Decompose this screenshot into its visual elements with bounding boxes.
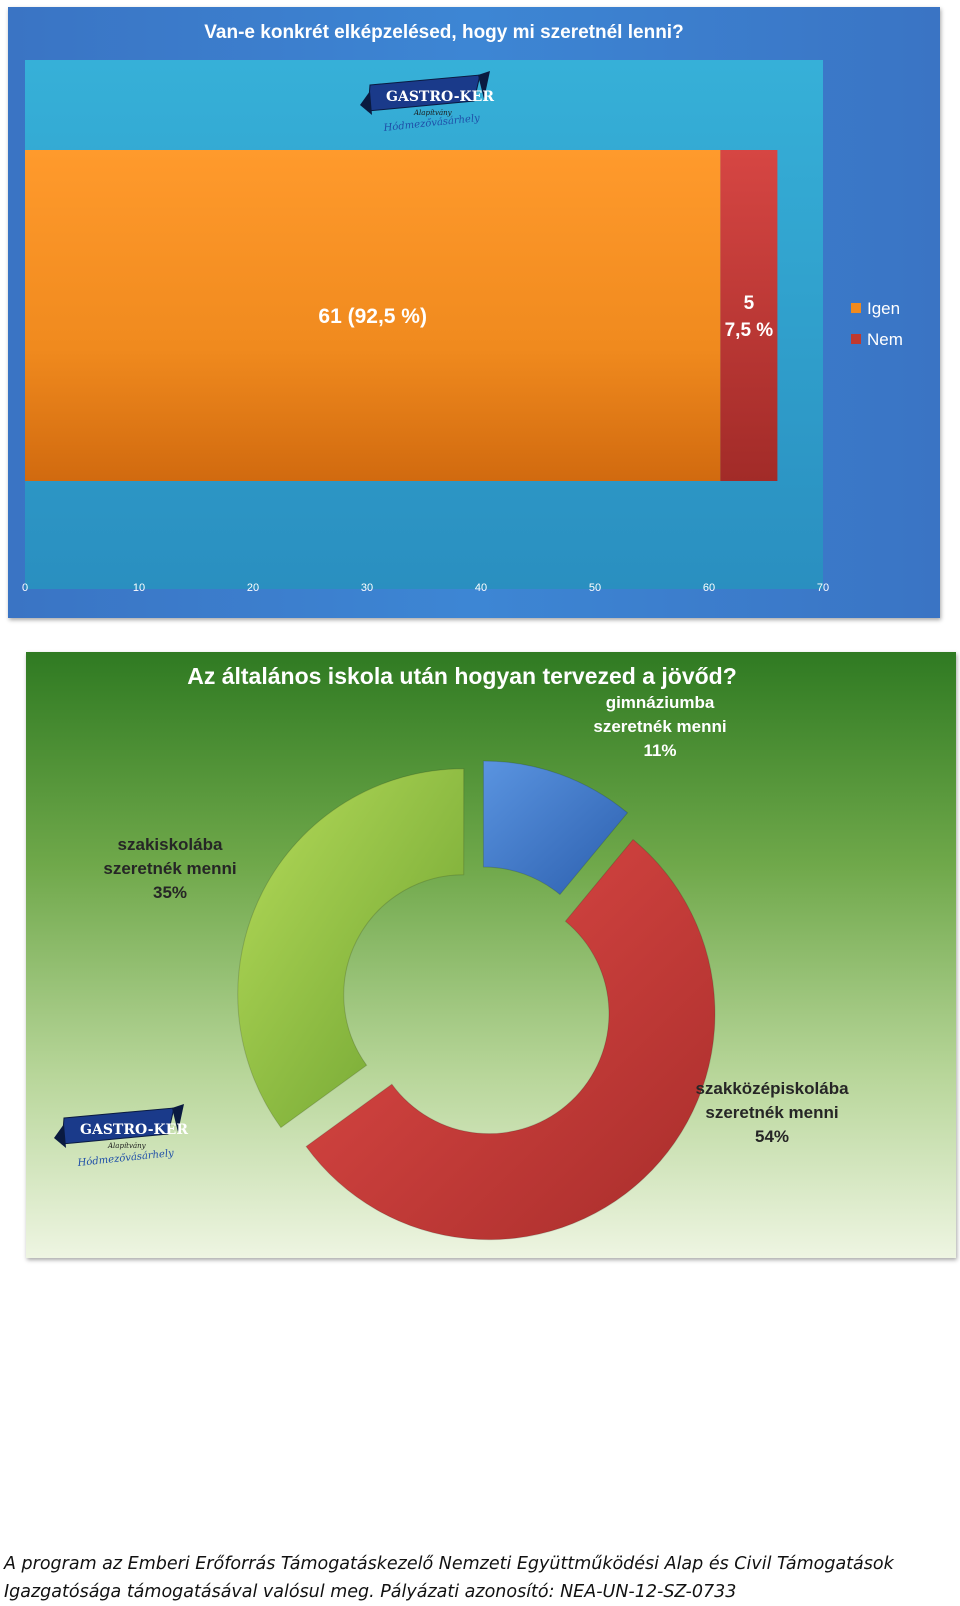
legend-swatch-igen — [851, 303, 861, 313]
data-label-line: szeretnék menni — [103, 859, 236, 878]
legend-label-igen: Igen — [867, 299, 900, 318]
x-tick-label: 40 — [475, 582, 487, 594]
slice-szakiskola — [237, 768, 465, 1129]
donut-chart-svg: Az általános iskola után hogyan tervezed… — [54, 663, 849, 1241]
svg-text:Hódmezővásárhely: Hódmezővásárhely — [76, 1148, 174, 1169]
data-label-line: szeretnék menni — [593, 717, 726, 736]
x-tick-label: 20 — [247, 582, 259, 594]
x-tick-label: 50 — [589, 582, 601, 594]
slice-szakkozepiskola — [305, 838, 716, 1241]
x-tick-label: 10 — [133, 582, 145, 594]
data-label-nem-percent: 7,5 % — [725, 320, 774, 341]
footer-line-1: A program az Emberi Erőforrás Támogatásk… — [4, 1554, 894, 1574]
svg-text:Alapítvány: Alapítvány — [413, 109, 453, 117]
svg-text:GASTRO-KER: GASTRO-KER — [386, 89, 494, 105]
bar-igen — [25, 150, 721, 481]
x-tick-label: 70 — [817, 582, 829, 594]
bar-chart-svg: Van-e konkrét elképzelésed, hogy mi szer… — [22, 22, 903, 594]
donut-chart: Az általános iskola után hogyan tervezed… — [26, 652, 956, 1258]
chart-title: Az általános iskola után hogyan tervezed… — [187, 663, 737, 689]
footer-line-2: Igazgatósága támogatásával valósul meg. … — [4, 1582, 737, 1602]
x-tick-label: 0 — [22, 582, 28, 594]
data-label-line: 11% — [643, 741, 676, 760]
data-label-nem-value: 5 — [744, 293, 755, 314]
footer-note: A program az Emberi Erőforrás Támogatásk… — [4, 1550, 954, 1606]
gastro-ker-logo: GASTRO-KER Alapítvány Hódmezővásárhely — [54, 1104, 188, 1169]
data-label-line: 35% — [153, 883, 187, 902]
data-label-line: szakiskolába — [118, 835, 223, 854]
legend-swatch-nem — [851, 334, 861, 344]
slice-gimnazium — [482, 760, 629, 896]
data-label-line: szakközépiskolába — [695, 1079, 849, 1098]
legend-label-nem: Nem — [867, 330, 903, 349]
bar-chart: Van-e konkrét elképzelésed, hogy mi szer… — [8, 7, 940, 618]
data-label-igen: 61 (92,5 %) — [318, 305, 427, 328]
svg-text:Alapítvány: Alapítvány — [107, 1142, 147, 1150]
bar-nem — [720, 150, 778, 481]
data-label-line: 54% — [755, 1127, 789, 1146]
chart-title: Van-e konkrét elképzelésed, hogy mi szer… — [204, 22, 683, 43]
data-label-line: szeretnék menni — [705, 1103, 838, 1122]
x-tick-label: 30 — [361, 582, 373, 594]
x-tick-label: 60 — [703, 582, 715, 594]
data-label-line: gimnáziumba — [606, 693, 715, 712]
svg-text:GASTRO-KER: GASTRO-KER — [80, 1122, 188, 1138]
